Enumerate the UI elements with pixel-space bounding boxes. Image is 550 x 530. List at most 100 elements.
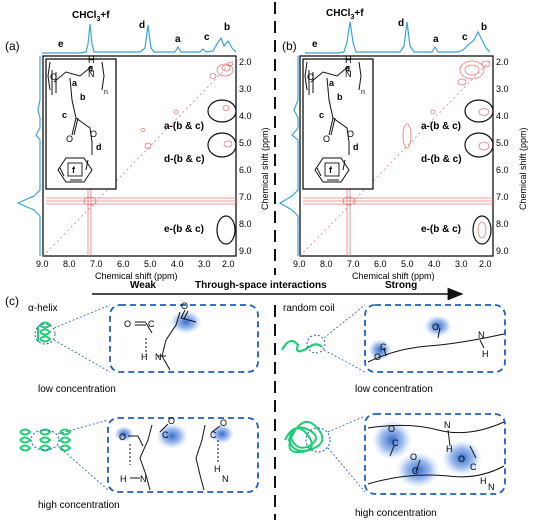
panel-b-structure-f-box (324, 162, 340, 177)
panel-a-x-tick: 5.0 (144, 259, 157, 269)
arrow-weak-label: Weak (130, 280, 156, 291)
panel-b-x-tick: 5.0 (401, 259, 414, 269)
panel-a-structure-N: N (88, 69, 95, 79)
panel-b-peak-d: d (398, 18, 404, 29)
alpha-high-O1: O (119, 432, 126, 442)
zoom-line (53, 339, 111, 373)
coil-high-H2: H (480, 476, 487, 486)
coil-high-C2: C (412, 466, 419, 476)
panel-a-structure (47, 61, 105, 183)
alpha-low-O: O (124, 319, 131, 329)
panel-b-y-tick: 7.0 (496, 192, 509, 202)
panel-b-structure-e: e (345, 63, 350, 73)
panel-b-left-spectrum (278, 56, 299, 256)
alpha-high-molecule (128, 423, 221, 491)
panel-b-annotation-1: a-(b & c) (421, 121, 461, 132)
alpha-low-H: H (141, 352, 148, 362)
random-coil-zoom-circle (306, 334, 326, 354)
alpha-low-zoom-box (109, 304, 259, 373)
panel-b-y-tick: 2.0 (496, 57, 509, 67)
panel-a-x-tick: 7.0 (90, 259, 103, 269)
panel-a-peak-d: d (139, 20, 145, 31)
panel-b-structure-H: H (345, 55, 352, 65)
panel-b-x-tick: 2.0 (479, 259, 492, 269)
coil-high-O2: O (410, 452, 417, 462)
coil-high-zoom-circle (305, 427, 331, 453)
alpha-high-O3: O (220, 418, 227, 428)
zoom-line (57, 419, 109, 435)
zoom-line (327, 447, 366, 493)
panel-a-y-ticks: 2.0 3.0 4.0 5.0 6.0 7.0 8.0 9.0 (239, 57, 252, 256)
panel-a-structure-n: n (104, 89, 108, 96)
panel-a-left-spectrum (16, 56, 41, 256)
panel-b-annotation-ellipse-3 (472, 215, 492, 245)
zoom-line (327, 415, 366, 433)
panel-a-structure-O-ester1: O (66, 134, 73, 144)
panel-b-structure-n: n (361, 89, 365, 96)
coil-low-N: N (478, 330, 485, 340)
panel-b-structure-a: a (329, 78, 335, 88)
panel-a-structure-O-ester2: O (90, 129, 97, 139)
alpha-low-O2: O (181, 301, 188, 311)
alpha-high-conc-label: high concentration (38, 500, 120, 511)
panel-b-y-tick: 6.0 (496, 165, 509, 175)
panel-a-y-tick: 9.0 (239, 246, 252, 256)
panel-a-plot-frame (42, 55, 237, 257)
panel-a-x-ticks: 9.0 8.0 7.0 6.0 5.0 4.0 3.0 2.0 (36, 259, 235, 269)
panel-b-peak-b: b (481, 22, 487, 33)
panel-b-structure-d: d (353, 142, 359, 152)
alpha-helix-icon (37, 321, 52, 343)
panel-a-y-tick: 7.0 (239, 192, 252, 202)
panel-a-x-tick: 6.0 (117, 259, 130, 269)
panel-b-label: (b) (282, 39, 297, 53)
panel-b-y-tick: 9.0 (496, 246, 509, 256)
panel-a-peak-c: c (204, 32, 210, 43)
coil-high-N1: N (444, 420, 451, 430)
zoom-line (53, 304, 111, 329)
coil-high-conc-label: high concentration (355, 508, 437, 519)
panel-c: (c) Weak Through-space interactions Stro… (5, 280, 506, 519)
alpha-high-zoom-ellipse (30, 429, 60, 451)
panel-a-x-axis-label: Chemical shift (ppm) (95, 271, 178, 281)
panel-a-structure-H: H (88, 55, 95, 65)
panel-a-y-tick: 6.0 (239, 165, 252, 175)
panel-b-structure-b: b (337, 92, 343, 102)
alpha-low-glow (170, 310, 202, 334)
panel-a-structure-c: c (62, 110, 67, 120)
panel-b-peak-a: a (433, 34, 439, 45)
panel-b-x-tick: 7.0 (347, 259, 360, 269)
random-coil-label: random coil (283, 303, 335, 314)
panel-a-x-tick: 4.0 (171, 259, 184, 269)
panel-a-structure-a: a (72, 78, 78, 88)
alpha-high-H2: H (214, 464, 221, 474)
coil-low-conc-label: low concentration (355, 384, 433, 395)
panel-c-label: (c) (5, 294, 19, 308)
arrow-title: Through-space interactions (195, 280, 327, 291)
panel-b-structure-N: N (345, 69, 352, 79)
panel-b-structure-O-ester2: O (347, 129, 354, 139)
panel-a-structure-b: b (80, 92, 86, 102)
panel-a-annotation-1: a-(b & c) (164, 121, 204, 132)
panel-b-peak-e: e (312, 39, 318, 50)
panel-b-sample: CHCl3+f (326, 8, 364, 21)
panel-a-y-tick: 5.0 (239, 138, 252, 148)
panel-a-structure-f: f (72, 165, 76, 175)
panel-a-structure-O-top: O (50, 72, 57, 82)
coil-high-C3: C (470, 462, 477, 472)
panel-a-peak-b: b (224, 22, 230, 33)
panel-b-structure-f: f (329, 165, 333, 175)
coil-high-N2: N (488, 482, 495, 492)
coil-high-zoom-box (364, 413, 506, 495)
alpha-helix-zoom-circle (34, 323, 56, 345)
panel-a-structure-e: e (88, 63, 93, 73)
panel-b-x-tick: 8.0 (320, 259, 333, 269)
panel-a-x-tick: 2.0 (222, 259, 235, 269)
panel-b-top-spectrum (305, 21, 491, 54)
alpha-high-N1: N (140, 474, 147, 484)
panel-b-annotation-ellipse-1 (464, 99, 494, 123)
panel-b-y-tick: 5.0 (496, 138, 509, 148)
coil-low-O2: O (432, 322, 439, 332)
alpha-low-conc-label: low concentration (38, 384, 116, 395)
coil-low-H: H (482, 349, 489, 359)
